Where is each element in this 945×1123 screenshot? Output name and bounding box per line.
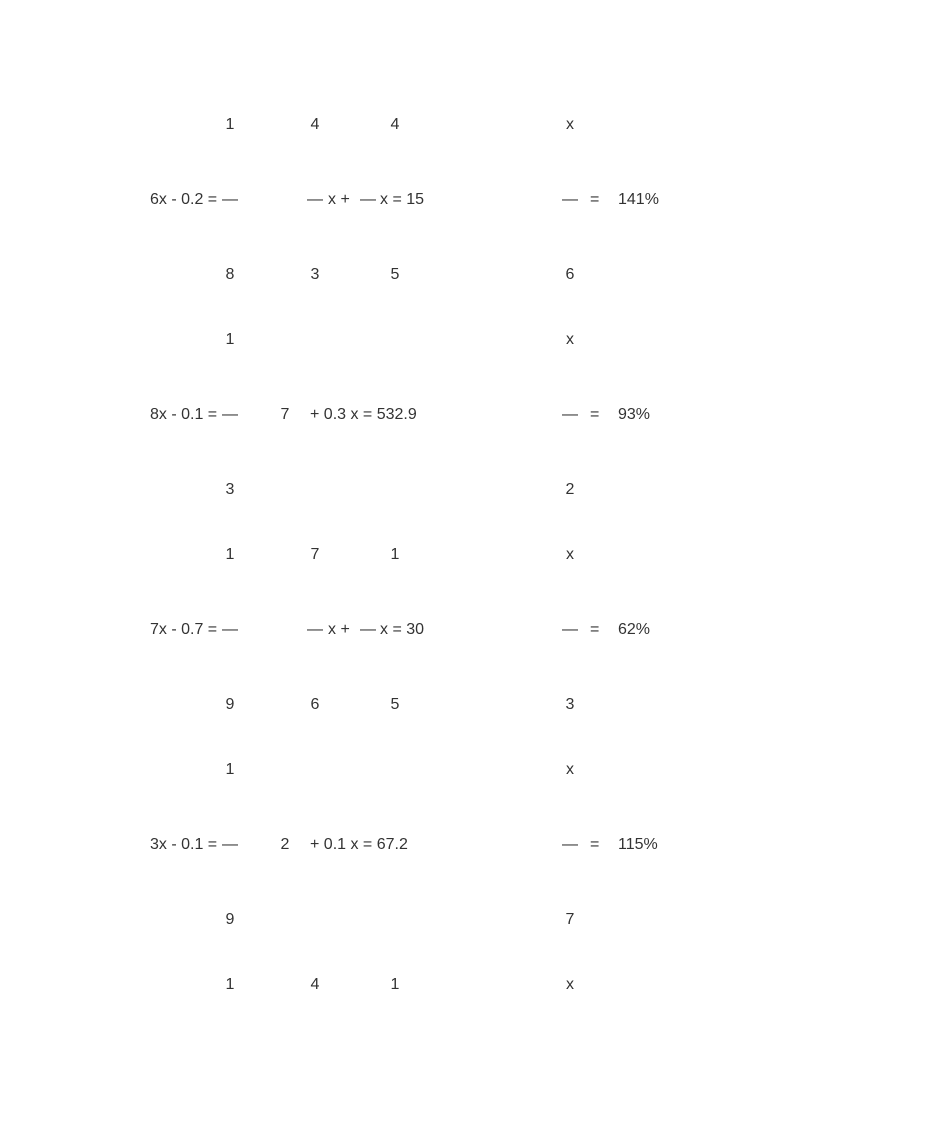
denominator-value: 3 <box>220 479 240 501</box>
equation-block-3: 171x7x - 0.7 =——x +—x = 30—=62%9653 <box>150 540 850 755</box>
fraction-bar: — <box>358 619 378 641</box>
numerator-value: 1 <box>220 759 240 781</box>
x-equals: x = 15 <box>380 189 424 211</box>
top-row: 1 4 4 x <box>150 110 850 140</box>
numerator-value: 1 <box>220 544 240 566</box>
denominator-value: 3 <box>305 264 325 286</box>
equation-block-2: 1x8x - 0.1 =—7+ 0.3 x = 532.9—=93%32 <box>150 325 850 540</box>
fraction-bar: — <box>220 619 240 641</box>
denominator-value: 5 <box>385 694 405 716</box>
x-equals: x = 30 <box>380 619 424 641</box>
fraction-bar: — <box>305 189 325 211</box>
numerator-value: x <box>560 759 580 781</box>
denominator-value: 8 <box>220 264 240 286</box>
denominator-value: 2 <box>560 479 580 501</box>
numerator-value: 4 <box>305 974 325 996</box>
numerator-value: x <box>560 114 580 136</box>
equation-block-5: 1 4 1 x <box>150 970 850 1050</box>
fraction-bar: — <box>560 404 580 426</box>
numerator-value: x <box>560 544 580 566</box>
numerator-value: x <box>560 329 580 351</box>
percent-value: 115% <box>618 834 658 856</box>
equals-sign: = <box>590 834 599 856</box>
percent-value: 93% <box>618 404 650 426</box>
mid-row: 6x - 0.2 =——x +—x = 15—=141% <box>150 185 850 215</box>
top-row: 1 4 1 x <box>150 970 850 1000</box>
numerator-value: 1 <box>385 974 405 996</box>
bottom-row: 8 3 5 6 <box>150 260 850 290</box>
top-row: 1x <box>150 325 850 355</box>
numerator-value: 1 <box>220 329 240 351</box>
numerator-value: 4 <box>305 114 325 136</box>
bottom-row: 97 <box>150 905 850 935</box>
fraction-bar: — <box>358 189 378 211</box>
plain-rest: + 0.3 x = 532.9 <box>310 404 417 426</box>
left-expression: 3x - 0.1 = <box>150 834 217 856</box>
percent-value: 141% <box>618 189 659 211</box>
percent-value: 62% <box>618 619 650 641</box>
left-expression: 6x - 0.2 = <box>150 189 217 211</box>
numerator-value: 1 <box>220 974 240 996</box>
numerator-value: 1 <box>220 114 240 136</box>
fraction-bar: — <box>220 834 240 856</box>
mid-row: 3x - 0.1 =—2+ 0.1 x = 67.2—=115% <box>150 830 850 860</box>
mid-row: 8x - 0.1 =—7+ 0.3 x = 532.9—=93% <box>150 400 850 430</box>
x-plus: x + <box>328 189 350 211</box>
bottom-row: 32 <box>150 475 850 505</box>
numerator-value: 4 <box>385 114 405 136</box>
x-plus: x + <box>328 619 350 641</box>
plain-rest: + 0.1 x = 67.2 <box>310 834 408 856</box>
denominator-value: 6 <box>305 694 325 716</box>
equation-block-1: 144x6x - 0.2 =——x +—x = 15—=141%8356 <box>150 110 850 325</box>
plain-number: 7 <box>275 404 295 426</box>
denominator-value: 5 <box>385 264 405 286</box>
denominator-value: 6 <box>560 264 580 286</box>
fraction-bar: — <box>220 189 240 211</box>
equals-sign: = <box>590 404 599 426</box>
fraction-bar: — <box>560 619 580 641</box>
equals-sign: = <box>590 619 599 641</box>
left-expression: 8x - 0.1 = <box>150 404 217 426</box>
fraction-bar: — <box>560 834 580 856</box>
fraction-bar: — <box>305 619 325 641</box>
mid-row: 7x - 0.7 =——x +—x = 30—=62% <box>150 615 850 645</box>
bottom-row: 9 6 5 3 <box>150 690 850 720</box>
numerator-value: x <box>560 974 580 996</box>
fraction-bar: — <box>220 404 240 426</box>
equation-block-4: 1x3x - 0.1 =—2+ 0.1 x = 67.2—=115%97 <box>150 755 850 970</box>
denominator-value: 9 <box>220 909 240 931</box>
top-row: 1x <box>150 755 850 785</box>
equals-sign: = <box>590 189 599 211</box>
denominator-value: 3 <box>560 694 580 716</box>
denominator-value: 9 <box>220 694 240 716</box>
fraction-bar: — <box>560 189 580 211</box>
top-row: 1 7 1 x <box>150 540 850 570</box>
numerator-value: 1 <box>385 544 405 566</box>
plain-number: 2 <box>275 834 295 856</box>
denominator-value: 7 <box>560 909 580 931</box>
numerator-value: 7 <box>305 544 325 566</box>
left-expression: 7x - 0.7 = <box>150 619 217 641</box>
